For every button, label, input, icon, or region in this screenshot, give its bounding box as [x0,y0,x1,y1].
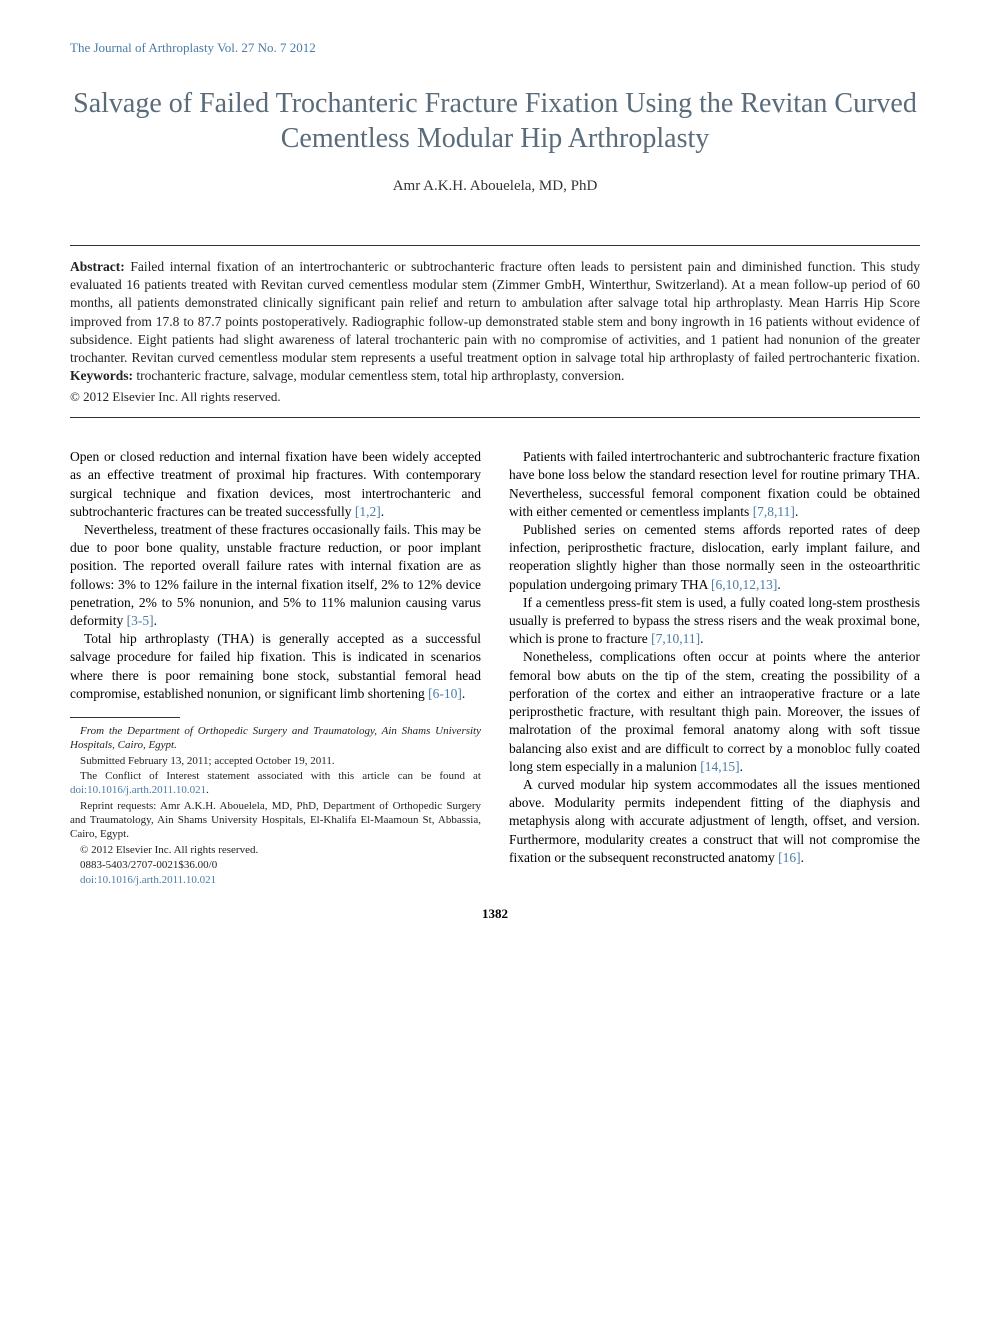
paragraph-text: A curved modular hip system accommodates… [509,777,920,865]
citation-link[interactable]: [3-5] [127,613,154,628]
body-paragraph: Open or closed reduction and internal fi… [70,448,481,521]
keywords-text: trochanteric fracture, salvage, modular … [133,368,624,383]
paragraph-text: . [700,631,703,646]
left-column: Open or closed reduction and internal fi… [70,448,481,888]
keywords-label: Keywords: [70,368,133,383]
abstract: Abstract: Failed internal fixation of an… [70,258,920,405]
footnote-doi: doi:10.1016/j.arth.2011.10.021 [70,873,481,887]
doi-link[interactable]: doi:10.1016/j.arth.2011.10.021 [70,784,206,796]
citation-link[interactable]: [6,10,12,13] [711,577,777,592]
paragraph-text: Open or closed reduction and internal fi… [70,449,481,519]
body-paragraph: Published series on cemented stems affor… [509,521,920,594]
abstract-text: Failed internal fixation of an intertroc… [70,259,920,365]
paragraph-text: . [801,850,804,865]
body-columns: Open or closed reduction and internal fi… [70,448,920,888]
paragraph-text: Nonetheless, complications often occur a… [509,649,920,773]
citation-link[interactable]: [16] [778,850,801,865]
footnote-rule [70,717,180,718]
author: Amr A.K.H. Abouelela, MD, PhD [70,178,920,195]
footnotes: From the Department of Orthopedic Surger… [70,724,481,887]
abstract-copyright: © 2012 Elsevier Inc. All rights reserved… [70,388,920,406]
citation-link[interactable]: [1,2] [355,504,381,519]
paragraph-text: . [381,504,384,519]
footnote-affiliation: From the Department of Orthopedic Surger… [70,724,481,753]
footnote-dates: Submitted February 13, 2011; accepted Oc… [70,754,481,768]
rule-bottom [70,417,920,418]
paragraph-text: . [795,504,798,519]
paragraph-text: Total hip arthroplasty (THA) is generall… [70,631,481,701]
paragraph-text: . [462,686,465,701]
rule-top [70,245,920,246]
page-number: 1382 [70,906,920,922]
article-title: Salvage of Failed Trochanteric Fracture … [70,86,920,156]
body-paragraph: A curved modular hip system accommodates… [509,776,920,867]
citation-link[interactable]: [6-10] [428,686,462,701]
paragraph-text: . [777,577,780,592]
doi-link[interactable]: doi:10.1016/j.arth.2011.10.021 [80,874,216,886]
body-paragraph: Patients with failed intertrochanteric a… [509,448,920,521]
body-paragraph: Nevertheless, treatment of these fractur… [70,521,481,630]
footnote-code: 0883-5403/2707-0021$36.00/0 [70,858,481,872]
footnote-copyright: © 2012 Elsevier Inc. All rights reserved… [70,843,481,857]
footnote-coi: The Conflict of Interest statement assoc… [70,769,481,798]
footnote-text: The Conflict of Interest statement assoc… [80,770,481,782]
citation-link[interactable]: [7,10,11] [651,631,700,646]
citation-link[interactable]: [7,8,11] [753,504,795,519]
paragraph-text: . [154,613,157,628]
paragraph-text: Patients with failed intertrochanteric a… [509,449,920,519]
right-column: Patients with failed intertrochanteric a… [509,448,920,888]
journal-header: The Journal of Arthroplasty Vol. 27 No. … [70,40,920,56]
body-paragraph: Total hip arthroplasty (THA) is generall… [70,630,481,703]
footnote-text: . [206,784,209,796]
citation-link[interactable]: [14,15] [700,759,739,774]
paragraph-text: If a cementless press-fit stem is used, … [509,595,920,646]
body-paragraph: Nonetheless, complications often occur a… [509,648,920,776]
footnote-reprint: Reprint requests: Amr A.K.H. Abouelela, … [70,799,481,842]
paragraph-text: . [740,759,743,774]
abstract-label: Abstract: [70,259,125,274]
body-paragraph: If a cementless press-fit stem is used, … [509,594,920,649]
